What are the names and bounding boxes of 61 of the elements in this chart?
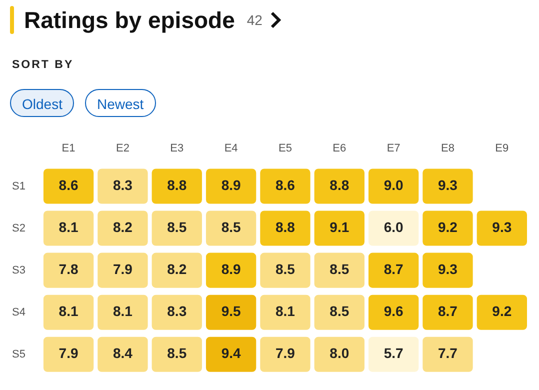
x-tick-label: E2 — [116, 142, 130, 155]
data-label: 5.7 — [384, 345, 404, 362]
data-label: 9.0 — [384, 177, 404, 194]
data-label: 7.7 — [438, 345, 458, 362]
data-label: 8.8 — [275, 219, 296, 236]
x-tick-label: E6 — [332, 142, 346, 155]
data-label: 8.5 — [275, 261, 296, 278]
data-label: 9.5 — [221, 303, 241, 320]
y-tick-label: S4 — [12, 306, 26, 318]
chart-title: Ratings by episode — [24, 6, 235, 34]
data-label: 9.4 — [221, 345, 241, 362]
data-label: 8.2 — [112, 219, 133, 236]
data-label: 9.3 — [492, 219, 512, 236]
data-label: 8.3 — [112, 177, 133, 194]
data-label: 9.2 — [438, 219, 458, 236]
x-tick-label: E8 — [441, 142, 454, 155]
data-label: 8.7 — [438, 303, 458, 320]
data-label: 8.1 — [275, 303, 296, 320]
text: SORT BY — [12, 59, 74, 71]
data-label: 8.7 — [384, 261, 404, 278]
data-label: 8.1 — [112, 303, 133, 320]
data-label: 8.5 — [330, 303, 350, 320]
data-label: 7.9 — [112, 261, 133, 278]
data-label: 8.3 — [167, 303, 187, 320]
y-tick-label: S2 — [12, 222, 26, 234]
data-label: 8.6 — [58, 177, 78, 194]
x-tick-label: E5 — [278, 142, 292, 155]
x-tick-label: E1 — [62, 142, 76, 155]
text: Oldest — [10, 89, 74, 117]
data-label: 8.0 — [330, 345, 350, 362]
x-tick-label: E4 — [224, 142, 238, 155]
text: 42 — [246, 12, 262, 28]
data-label: 8.9 — [221, 261, 241, 278]
data-label: 8.9 — [221, 177, 241, 194]
data-label: 9.1 — [330, 219, 350, 236]
data-label: 8.5 — [167, 219, 187, 236]
x-tick-label: E7 — [386, 142, 400, 155]
data-label: 9.2 — [492, 303, 512, 320]
text: Newest — [85, 89, 156, 117]
x-tick-label: E3 — [170, 142, 184, 155]
x-tick-label: E9 — [495, 142, 509, 155]
data-label: 8.1 — [58, 303, 78, 320]
data-label: 8.6 — [275, 177, 296, 194]
data-label: 7.9 — [58, 345, 78, 362]
data-label: 7.9 — [275, 345, 296, 362]
data-label: 8.1 — [58, 219, 78, 236]
data-label: 9.6 — [384, 303, 404, 320]
data-label: 8.2 — [167, 261, 187, 278]
data-label: 8.8 — [167, 177, 187, 194]
data-label: 8.5 — [221, 219, 241, 236]
data-label: 9.3 — [438, 177, 458, 194]
data-label: 6.0 — [384, 219, 404, 236]
data-label: 8.5 — [167, 345, 187, 362]
data-label: 9.3 — [438, 261, 458, 278]
data-label: 8.8 — [330, 177, 350, 194]
data-label: 8.5 — [330, 261, 350, 278]
data-label: 7.8 — [58, 261, 78, 278]
y-tick-label: S5 — [12, 348, 26, 360]
data-label: 8.4 — [112, 345, 133, 362]
y-tick-label: S1 — [12, 180, 26, 192]
y-tick-label: S3 — [12, 264, 26, 276]
